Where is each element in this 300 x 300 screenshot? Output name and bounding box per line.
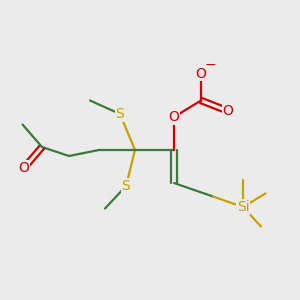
Text: O: O <box>223 104 233 118</box>
Text: S: S <box>116 107 124 121</box>
Text: O: O <box>19 161 29 175</box>
Text: S: S <box>122 179 130 193</box>
Text: O: O <box>196 67 206 80</box>
Text: −: − <box>204 58 216 71</box>
Text: Si: Si <box>237 200 249 214</box>
Text: O: O <box>169 110 179 124</box>
